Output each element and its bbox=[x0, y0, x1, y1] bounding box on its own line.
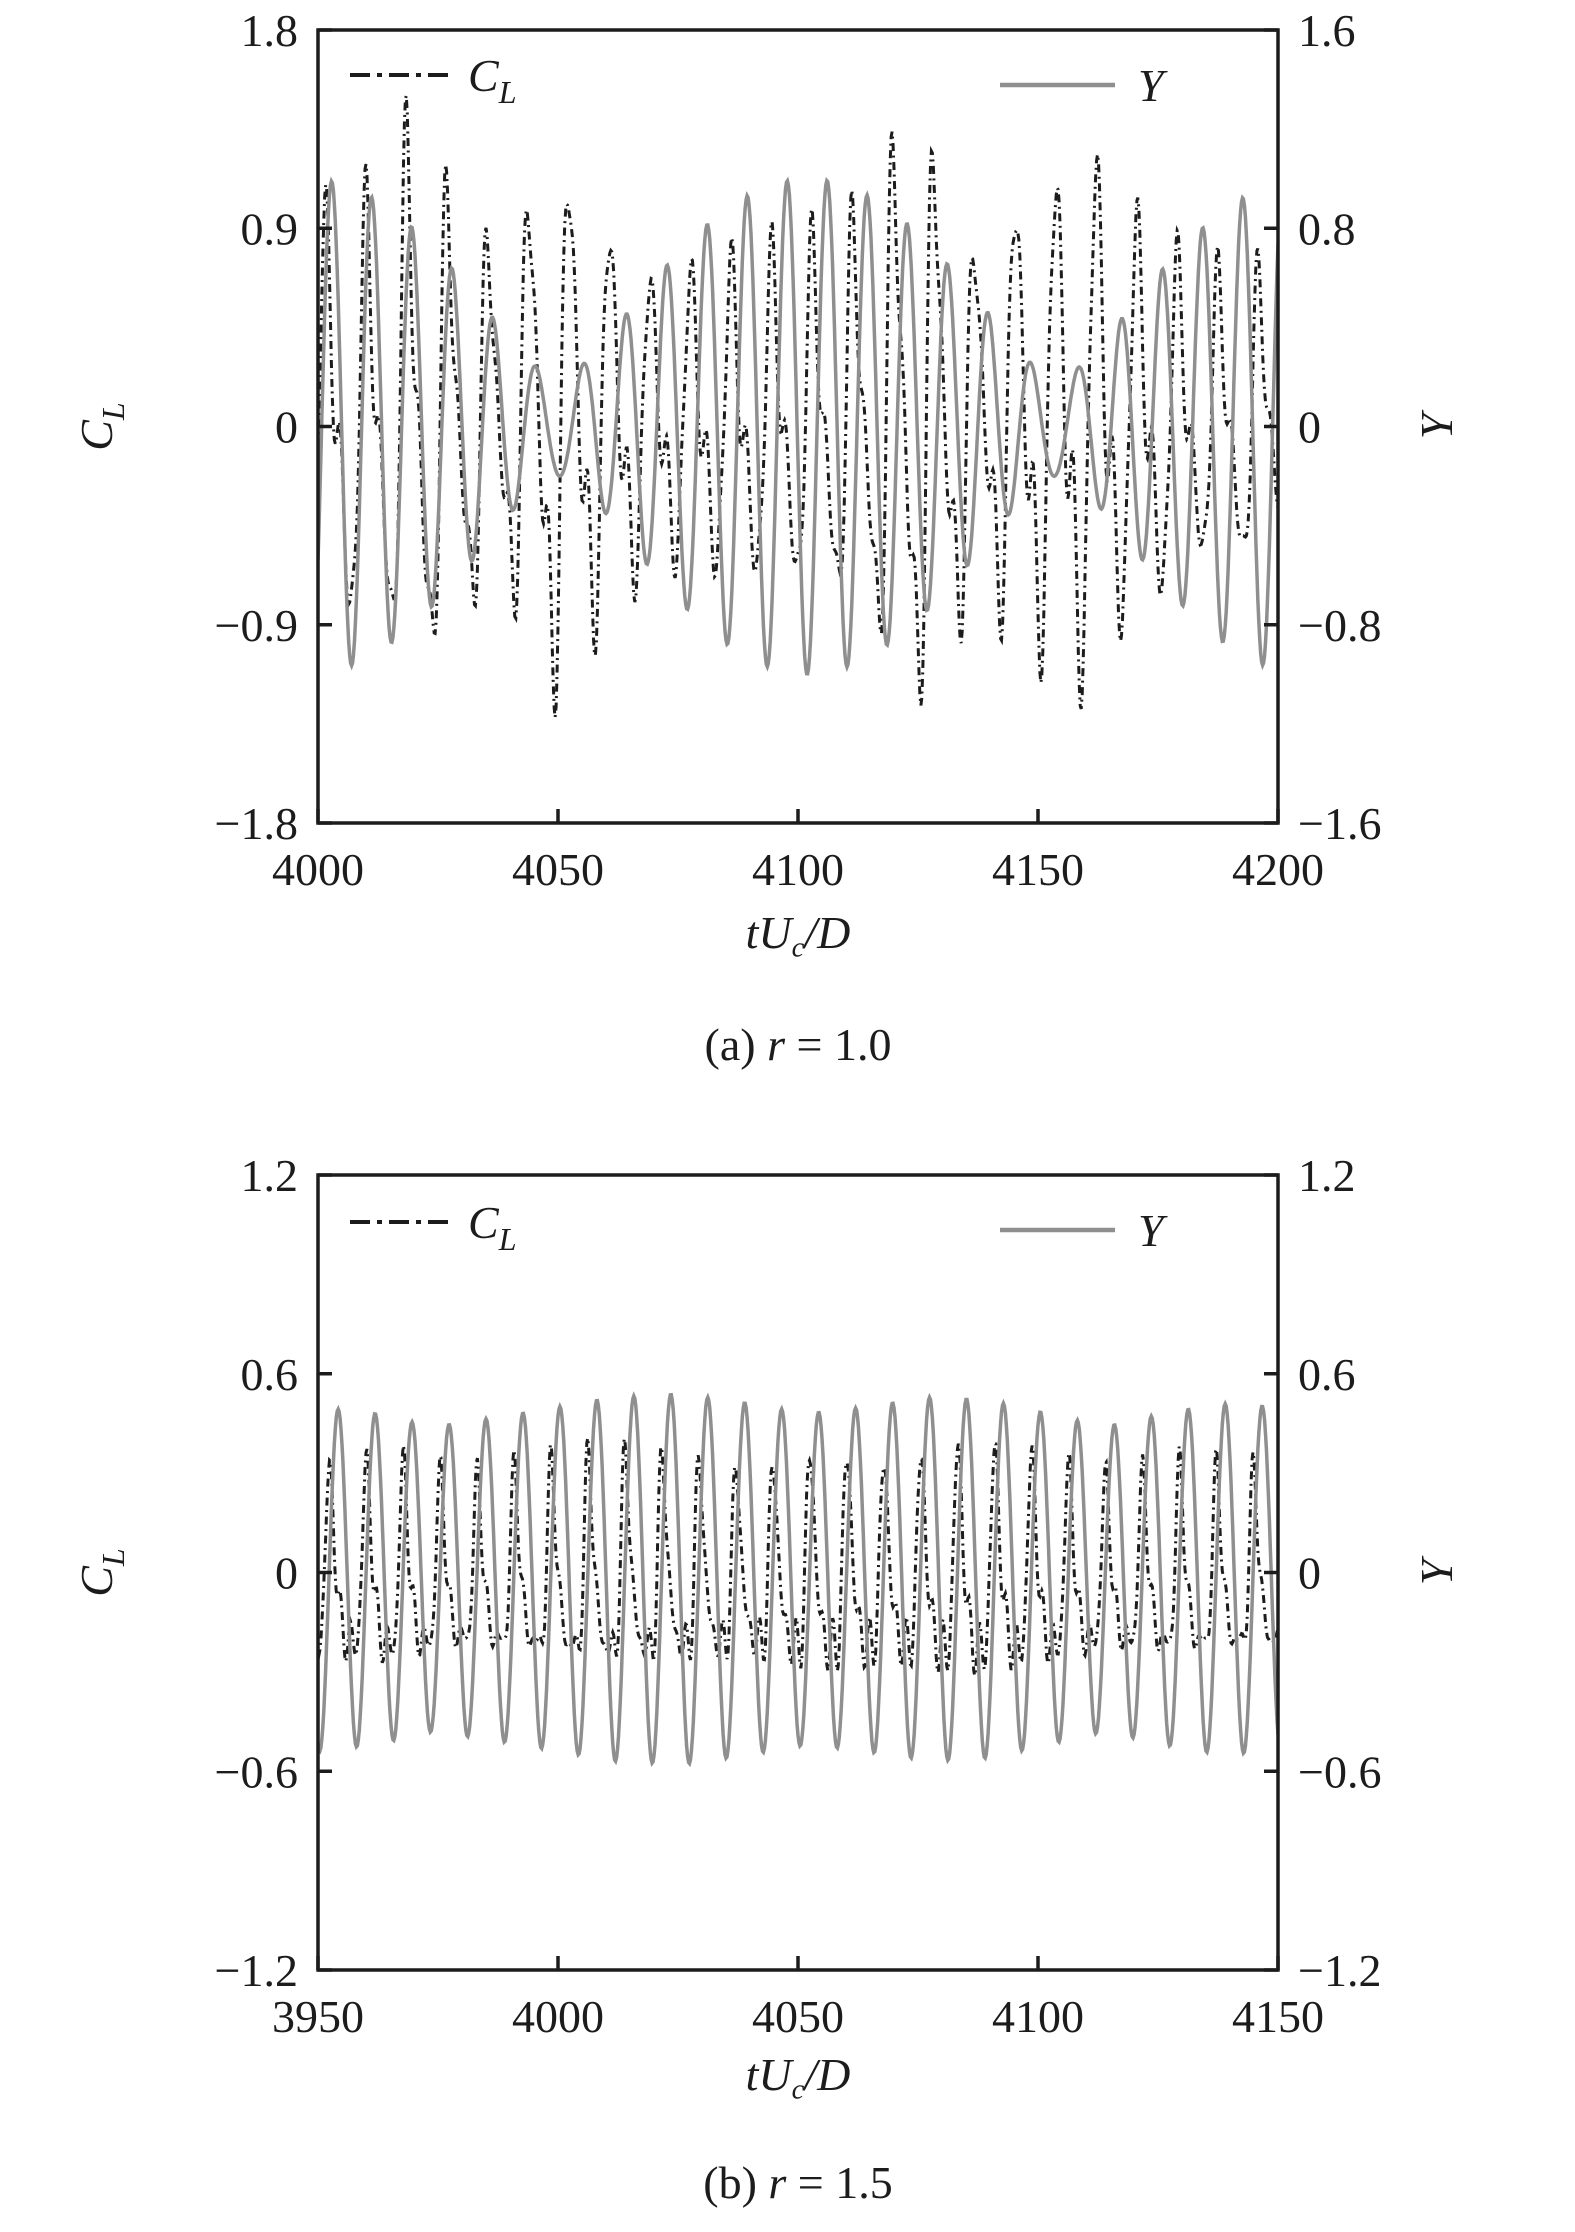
left-tick-label: −0.6 bbox=[215, 1746, 298, 1797]
x-tick-label: 4050 bbox=[752, 1991, 844, 2042]
right-tick-label: 0.6 bbox=[1298, 1349, 1356, 1400]
x-tick-label: 4150 bbox=[992, 844, 1084, 895]
left-tick-label: 1.8 bbox=[241, 5, 299, 56]
left-tick-label: −0.9 bbox=[215, 600, 298, 651]
left-tick-label: −1.8 bbox=[215, 798, 298, 849]
x-tick-label: 4100 bbox=[992, 1991, 1084, 2042]
left-tick-label: −1.2 bbox=[215, 1945, 298, 1996]
legend-label-cl-a: CL bbox=[468, 50, 516, 110]
y-curve-b bbox=[318, 1391, 1278, 1768]
legend-label-cl-b: CL bbox=[468, 1197, 516, 1257]
left-tick-label: 0 bbox=[275, 1548, 298, 1599]
x-axis-title-b: tUc/D bbox=[745, 2049, 851, 2106]
right-tick-label: −0.8 bbox=[1298, 600, 1381, 651]
x-tick-label: 4000 bbox=[272, 844, 364, 895]
y-axis-title-right-a: Y bbox=[1411, 409, 1462, 439]
right-tick-label: −1.6 bbox=[1298, 798, 1381, 849]
y-curve-a bbox=[318, 176, 1278, 676]
x-tick-label: 4150 bbox=[1232, 1991, 1324, 2042]
x-tick-label: 4100 bbox=[752, 844, 844, 895]
right-tick-label: 1.6 bbox=[1298, 5, 1356, 56]
left-tick-label: 1.2 bbox=[241, 1150, 299, 1201]
y-axis-title-left-a: CL bbox=[71, 402, 131, 450]
x-tick-label: 4050 bbox=[512, 844, 604, 895]
legend-label-y-a: Y bbox=[1138, 60, 1168, 111]
x-tick-label: 4200 bbox=[1232, 844, 1324, 895]
caption-b: (b) r = 1.5 bbox=[703, 2157, 893, 2208]
y-axis-title-right-b: Y bbox=[1411, 1555, 1462, 1585]
y-axis-title-left-b: CL bbox=[71, 1548, 131, 1596]
cl-curve-a bbox=[318, 95, 1278, 718]
left-tick-label: 0.6 bbox=[241, 1349, 299, 1400]
right-tick-label: 0.8 bbox=[1298, 203, 1356, 254]
cl-curve-b bbox=[318, 1437, 1278, 1676]
panel-a: 1.8 0.9 0 −0.9 −1.8 1.6 0.8 0 −0.8 −1.6 4000 4050 41… bbox=[71, 5, 1462, 895]
right-tick-label: −1.2 bbox=[1298, 1945, 1381, 1996]
left-tick-label: 0 bbox=[275, 402, 298, 453]
x-axis-title-a: tUc/D bbox=[745, 907, 851, 964]
right-tick-label: 0 bbox=[1298, 1548, 1321, 1599]
left-tick-label: 0.9 bbox=[241, 203, 299, 254]
legend-label-y-b: Y bbox=[1138, 1205, 1168, 1256]
x-tick-label: 4000 bbox=[512, 1991, 604, 2042]
x-tick-label: 3950 bbox=[272, 1991, 364, 2042]
right-tick-label: −0.6 bbox=[1298, 1746, 1381, 1797]
right-tick-label: 1.2 bbox=[1298, 1150, 1356, 1201]
right-tick-label: 0 bbox=[1298, 402, 1321, 453]
caption-a: (a) r = 1.0 bbox=[704, 1019, 892, 1070]
plot-border-b bbox=[316, 1173, 1280, 1972]
